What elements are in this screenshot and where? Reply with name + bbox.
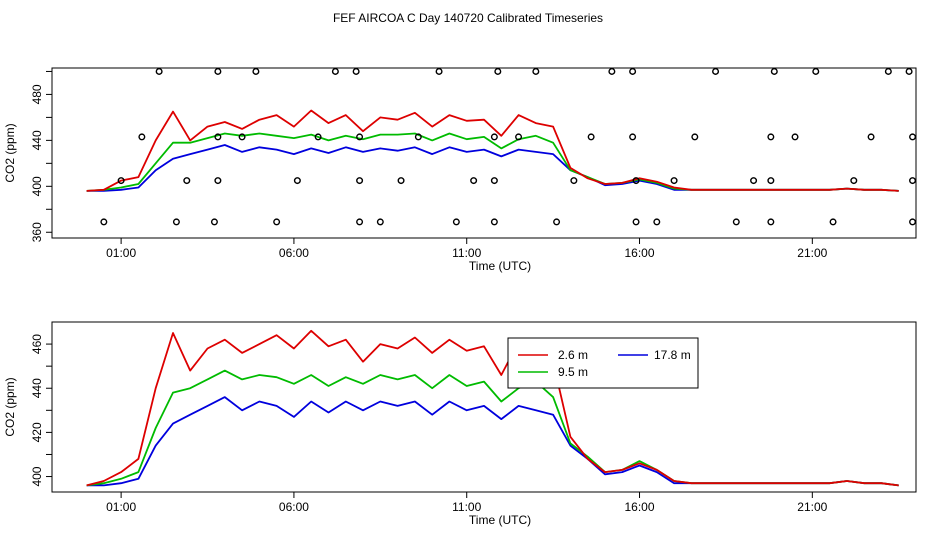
- calibration-point: [397, 177, 405, 185]
- y-tick-label: 480: [30, 84, 44, 104]
- legend-box: [507, 337, 699, 389]
- calibration-point: [314, 133, 322, 141]
- calibration-point: [909, 133, 917, 141]
- calibration-point: [629, 133, 637, 141]
- calibration-point: [490, 218, 498, 226]
- x-tick-label: 11:00: [452, 246, 481, 260]
- chart-top-panel: 01:00 06:00 11:00 16:00 21:00 360 400 440 480 Tim…: [3, 67, 917, 273]
- plot-frame: [51, 321, 917, 493]
- y-tick-label: 460: [30, 334, 44, 354]
- calibration-point: [214, 133, 222, 141]
- calibration-point: [352, 67, 360, 75]
- calibration-point: [490, 133, 498, 141]
- calibration-point: [812, 67, 820, 75]
- calibration-point: [293, 177, 301, 185]
- calibration-point: [470, 177, 478, 185]
- calibration-point: [884, 67, 892, 75]
- calibration-point: [273, 218, 281, 226]
- y-tick-label: 400: [30, 176, 44, 196]
- chart-bottom-panel: 01:00 06:00 11:00 16:00 21:00 400 420 440 460 Tim…: [3, 321, 917, 527]
- calibration-point: [356, 218, 364, 226]
- calibration-point: [138, 133, 146, 141]
- x-tick-label: 16:00: [625, 246, 655, 260]
- calibration-point: [691, 133, 699, 141]
- calibration-point: [356, 133, 364, 141]
- x-tick-label: 01:00: [106, 246, 136, 260]
- calibration-point: [532, 67, 540, 75]
- calibration-point: [767, 133, 775, 141]
- figure-title: FEF AIRCOA C Day 140720 Calibrated Times…: [333, 11, 603, 25]
- series-line-17-8-m: [86, 396, 899, 487]
- x-tick-label: 01:00: [106, 500, 136, 514]
- x-tick-label: 11:00: [452, 500, 481, 514]
- x-tick-label: 21:00: [797, 500, 827, 514]
- y-axis-label: CO2 (ppm): [3, 377, 17, 436]
- x-tick-label: 16:00: [625, 500, 655, 514]
- series-line-2-6-m: [86, 329, 899, 487]
- calibration-point: [214, 177, 222, 185]
- plot-frame: [51, 67, 917, 239]
- legend-label: 17.8 m: [654, 348, 691, 362]
- calibration-point: [909, 218, 917, 226]
- legend-label: 2.6 m: [558, 348, 588, 362]
- calibration-point: [356, 177, 364, 185]
- y-tick-label: 420: [30, 422, 44, 442]
- calibration-point: [214, 67, 222, 75]
- calibration-point: [770, 67, 778, 75]
- series-line-9-5-m: [86, 369, 899, 487]
- calibration-point: [732, 218, 740, 226]
- calibration-point: [750, 177, 758, 185]
- calibration-point: [670, 177, 678, 185]
- calibration-point: [553, 218, 561, 226]
- calibration-point: [172, 218, 180, 226]
- calibration-point: [867, 133, 875, 141]
- calibration-point: [791, 133, 799, 141]
- calibration-point: [331, 67, 339, 75]
- calibration-point: [629, 67, 637, 75]
- calibration-point: [905, 67, 913, 75]
- calibration-point: [252, 67, 260, 75]
- calibration-point: [155, 67, 163, 75]
- calibration-point: [570, 177, 578, 185]
- calibration-point: [494, 67, 502, 75]
- x-tick-label: 06:00: [279, 500, 309, 514]
- calibration-point: [210, 218, 218, 226]
- calibration-point: [767, 218, 775, 226]
- x-axis-label: Time (UTC): [469, 513, 531, 527]
- calibration-point: [183, 177, 191, 185]
- y-tick-label: 360: [30, 222, 44, 242]
- x-axis-label: Time (UTC): [469, 259, 531, 273]
- calibration-point: [435, 67, 443, 75]
- y-axis-label: CO2 (ppm): [3, 123, 17, 182]
- y-tick-label: 400: [30, 466, 44, 486]
- calibration-point: [414, 133, 422, 141]
- series-line-2-6-m: [86, 109, 899, 192]
- series-line-17-8-m: [86, 144, 899, 192]
- calibration-point: [238, 133, 246, 141]
- x-tick-label: 06:00: [279, 246, 309, 260]
- calibration-point: [100, 218, 108, 226]
- calibration-point: [850, 177, 858, 185]
- calibration-point: [376, 218, 384, 226]
- calibration-point: [117, 177, 125, 185]
- calibration-point: [515, 133, 523, 141]
- y-tick-label: 440: [30, 378, 44, 398]
- y-tick-label: 440: [30, 130, 44, 150]
- calibration-point: [712, 67, 720, 75]
- calibration-point: [587, 133, 595, 141]
- calibration-point: [653, 218, 661, 226]
- calibration-point: [632, 218, 640, 226]
- calibration-point: [608, 67, 616, 75]
- calibration-point: [909, 177, 917, 185]
- calibration-point: [452, 218, 460, 226]
- calibration-point: [829, 218, 837, 226]
- calibration-point: [767, 177, 775, 185]
- calibration-point: [490, 177, 498, 185]
- legend-label: 9.5 m: [558, 365, 588, 379]
- calibration-point: [632, 177, 640, 185]
- x-tick-label: 21:00: [797, 246, 827, 260]
